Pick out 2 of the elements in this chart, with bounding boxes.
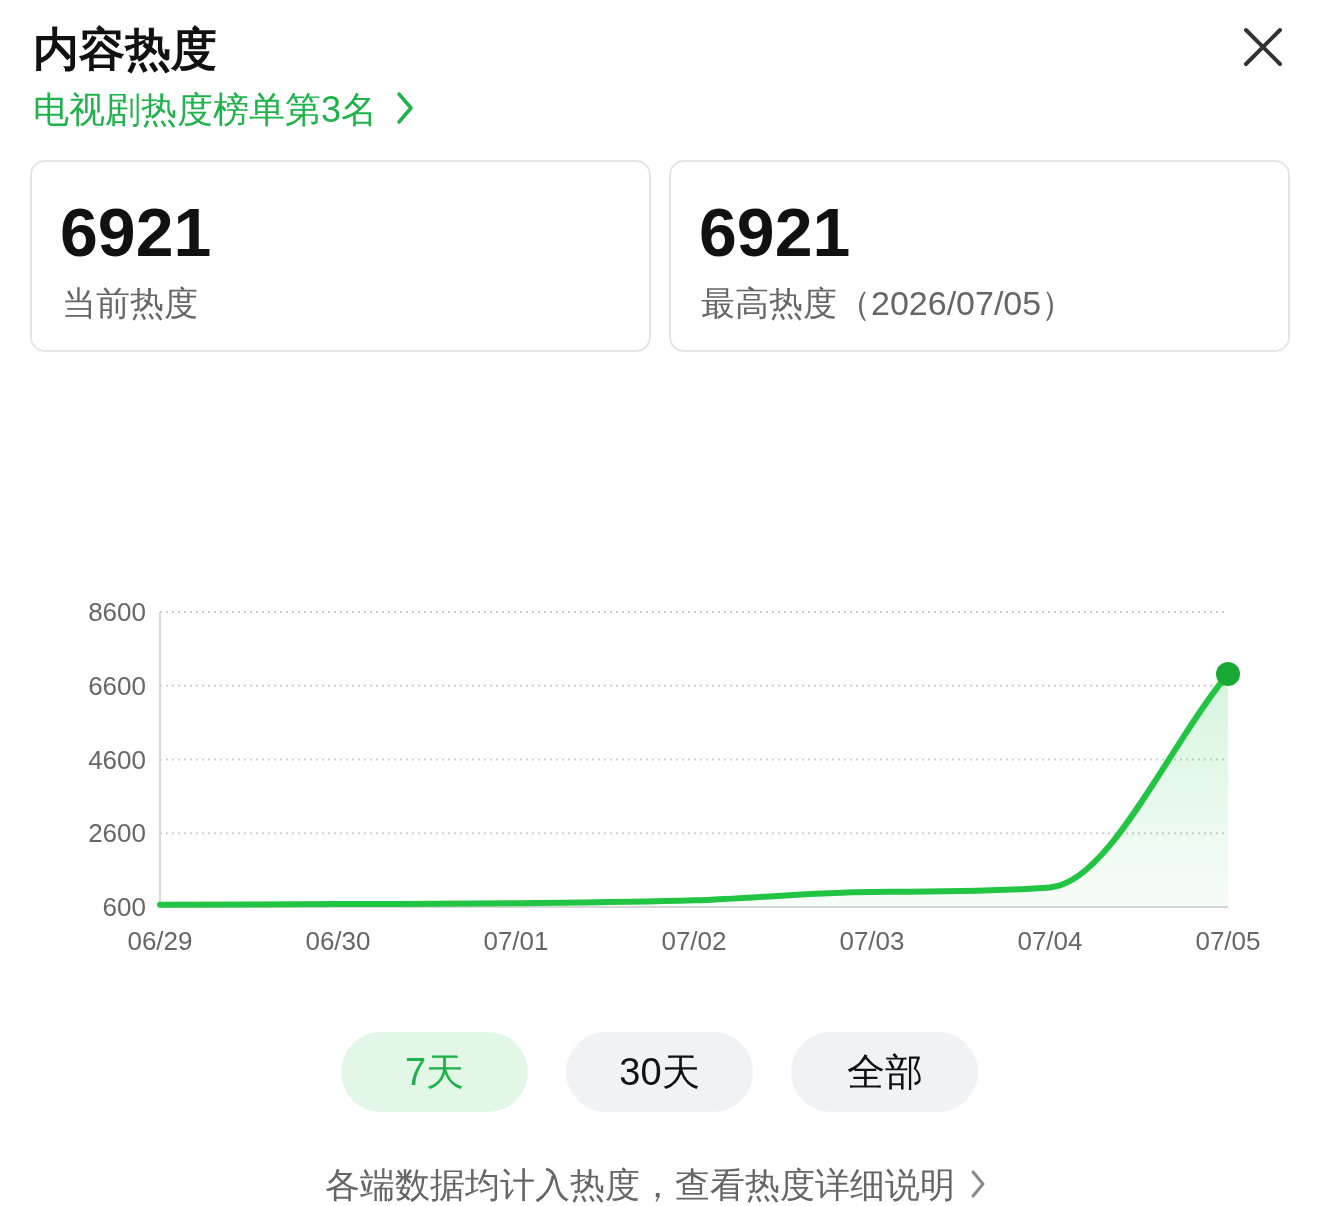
subtitle: 电视剧热度榜单第3名 xyxy=(33,89,378,130)
title: 内容热度 xyxy=(33,23,217,75)
